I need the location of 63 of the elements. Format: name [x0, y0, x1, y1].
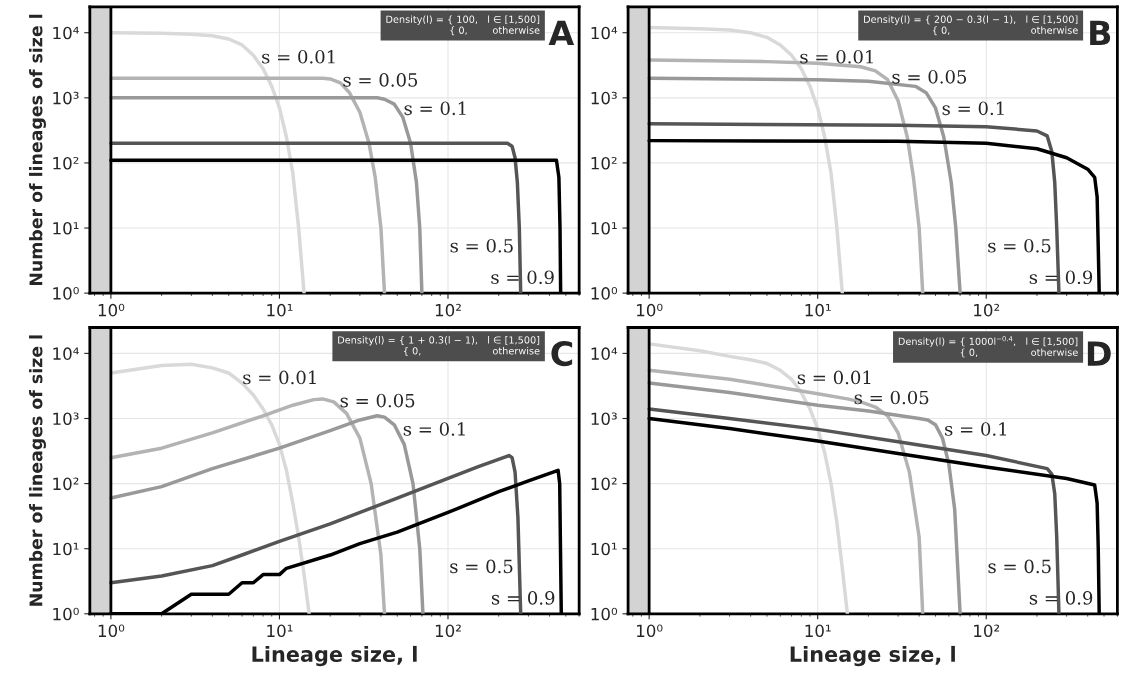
- y-tick-label: 10⁰: [53, 287, 79, 300]
- x-tick-label: 10¹: [267, 624, 293, 638]
- series-label: s = 0.01: [243, 370, 316, 385]
- x-tick-label: 10²: [435, 624, 461, 638]
- annotation: D: [1087, 341, 1111, 366]
- series-label: s = 0.5: [450, 238, 513, 253]
- series-label: s = 0.1: [403, 422, 465, 436]
- x-tick-label: 10⁰: [637, 624, 663, 638]
- y-tick-label: 10⁰: [591, 607, 618, 621]
- series-label: s = 0.9: [491, 270, 554, 285]
- series-label: s = 0.9: [1029, 270, 1093, 285]
- y-tick-label: 10²: [591, 156, 617, 170]
- y-axis-title: Number of lineages of size l: [29, 14, 46, 286]
- series-label: s = 0.05: [892, 69, 967, 84]
- x-tick-label: 10¹: [805, 303, 831, 317]
- annotation: B: [1090, 20, 1111, 46]
- y-tick-label: 10²: [53, 156, 79, 170]
- y-tick-label: 10²: [591, 477, 617, 491]
- y-tick-label: 10³: [591, 91, 617, 105]
- y-tick-label: 10⁰: [53, 607, 79, 621]
- series-label: s = 0.05: [343, 73, 418, 87]
- series-label: s = 0.01: [797, 370, 871, 385]
- series-label: s = 0.5: [450, 559, 513, 574]
- x-axis-title: Lineage size, l: [790, 645, 955, 667]
- series-label: s = 0.1: [945, 422, 1007, 436]
- x-tick-label: 10²: [435, 303, 461, 317]
- y-tick-label: 10³: [53, 412, 79, 426]
- annotation: C: [551, 340, 573, 367]
- y-tick-label: 10¹: [591, 221, 617, 235]
- x-tick-label: 10²: [974, 303, 1000, 317]
- annotation: A: [548, 20, 575, 46]
- x-tick-label: 10⁰: [98, 303, 125, 317]
- y-tick-label: 10¹: [53, 221, 79, 235]
- series-label: s = 0.1: [942, 101, 1004, 116]
- series-label: s = 0.9: [1029, 591, 1093, 605]
- x-axis-title: Lineage size, l: [252, 645, 417, 667]
- series-label: s = 0.5: [988, 238, 1051, 253]
- y-tick-label: 10⁴: [591, 347, 618, 360]
- series-label: s = 0.01: [800, 49, 873, 64]
- y-tick-label: 10⁰: [591, 287, 618, 300]
- y-tick-label: 10⁴: [591, 26, 618, 40]
- y-tick-label: 10⁴: [53, 347, 79, 360]
- x-tick-label: 10⁰: [637, 303, 663, 317]
- x-tick-label: 10¹: [805, 624, 831, 638]
- series-label: s = 0.05: [854, 390, 929, 405]
- y-axis-title: Number of lineages of size l: [29, 335, 46, 606]
- annotation: Density(l) = { 200 − 0.3(l − 1), l ∈ [1,500] { 0, otherwise: [864, 15, 1078, 36]
- series-label: s = 0.01: [262, 49, 335, 64]
- series-label: s = 0.05: [340, 393, 415, 408]
- annotation: Density(l) = { 1 + 0.3(l − 1), l ∈ [1,500] { 0, otherwise: [338, 336, 540, 356]
- y-tick-label: 10¹: [53, 542, 79, 556]
- y-tick-label: 10³: [591, 412, 617, 426]
- y-tick-label: 10²: [53, 477, 79, 491]
- annotation: Density(l) = { 1000l$^{−0.4}$, l ∈ [1,500] { 0, otherwise: [898, 336, 1078, 358]
- annotation: Density(l) = { 100, l ∈ [1,500] { 0, otherwise: [386, 15, 540, 36]
- series-label: s = 0.1: [404, 101, 466, 116]
- x-tick-label: 10⁰: [98, 624, 125, 638]
- y-tick-label: 10¹: [591, 542, 617, 556]
- y-tick-label: 10⁴: [53, 26, 79, 40]
- series-label: s = 0.5: [988, 559, 1051, 574]
- y-tick-label: 10³: [53, 91, 79, 105]
- x-tick-label: 10¹: [267, 303, 293, 317]
- x-tick-label: 10²: [974, 624, 1000, 638]
